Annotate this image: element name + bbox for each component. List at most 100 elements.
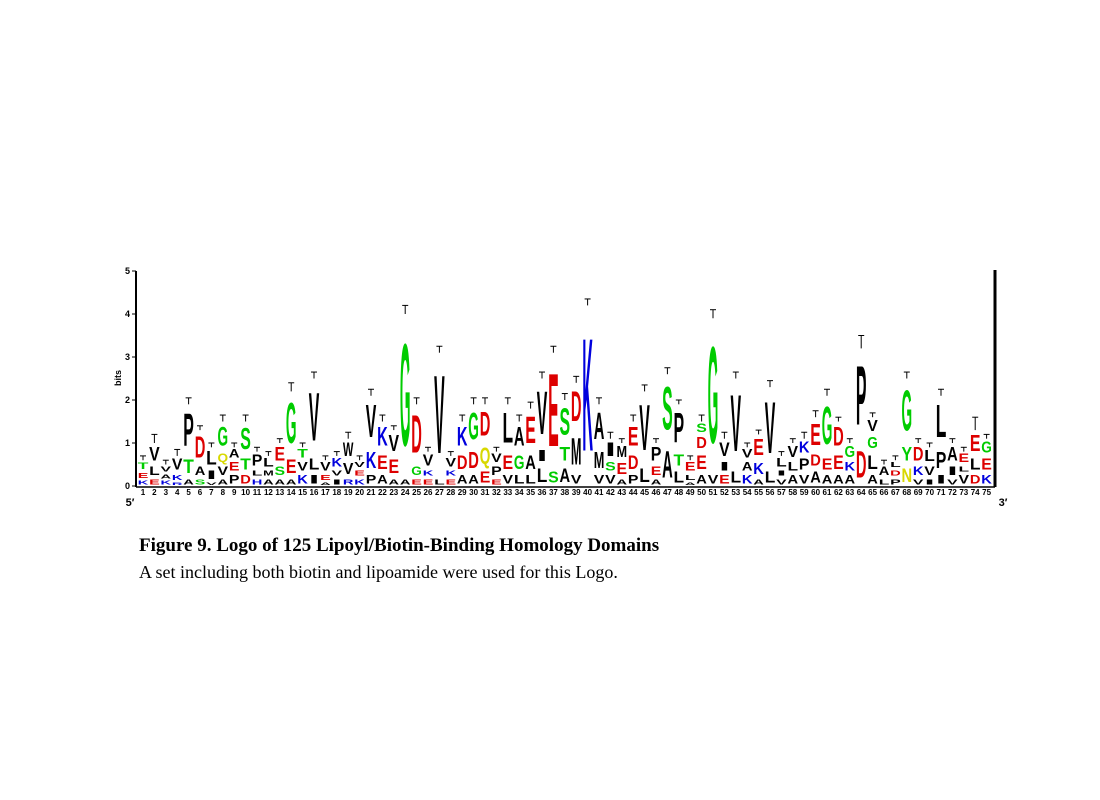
- x-tick-label: 73: [959, 488, 968, 497]
- x-tick-label: 64: [857, 488, 866, 497]
- x-tick-label: 19: [344, 488, 353, 497]
- x-tick-label: 5: [186, 488, 191, 497]
- logo-letter: A: [617, 478, 628, 487]
- x-tick-label: 71: [937, 488, 946, 497]
- logo-letter: K: [799, 439, 810, 456]
- logo-letter: P: [651, 443, 662, 465]
- logo-letter: V: [947, 478, 958, 487]
- logo-letter: L: [674, 469, 685, 486]
- logo-letter: V: [594, 473, 605, 486]
- logo-letter: V: [788, 444, 799, 461]
- caption-text: A set including both biotin and lipoamid…: [139, 562, 618, 582]
- logo-letter: V: [423, 453, 434, 470]
- logo-letter: E: [229, 460, 240, 473]
- logo-letter: L: [503, 404, 514, 451]
- logo-letter: S: [275, 464, 286, 477]
- logo-letter: W: [343, 440, 354, 461]
- logo-letter: E: [138, 471, 149, 480]
- logo-letter: E: [377, 451, 388, 473]
- logo-letter: V: [924, 464, 935, 477]
- x-tick-label: 9: [232, 488, 237, 497]
- logo-letter: P: [890, 478, 901, 487]
- x-tick-label: 37: [549, 488, 558, 497]
- logo-letter: K: [981, 473, 992, 486]
- logo-letter: P: [674, 404, 685, 452]
- logo-letter: A: [468, 473, 479, 486]
- logo-letter: V: [765, 388, 776, 470]
- logo-letter: A: [183, 478, 194, 487]
- x-tick-label: 30: [469, 488, 478, 497]
- x-tick-label: 2: [152, 488, 157, 497]
- x-tick-label: 50: [697, 488, 706, 497]
- right-end-label: 3′: [999, 497, 1008, 509]
- logo-letter: V: [309, 379, 320, 456]
- logo-letter: T: [674, 452, 685, 469]
- x-tick-label: 22: [378, 488, 387, 497]
- logo-letter: M: [263, 469, 274, 478]
- x-tick-label: 14: [287, 488, 296, 497]
- logo-letter: V: [366, 397, 377, 448]
- logo-letter: K: [457, 421, 468, 452]
- logo-letter: S: [195, 478, 206, 487]
- logo-letter: A: [594, 406, 605, 448]
- logo-letter: L: [639, 464, 650, 486]
- logo-letter: E: [810, 418, 821, 452]
- logo-letter: E: [548, 352, 559, 468]
- y-tick-label: 0: [125, 481, 130, 491]
- logo-letter: L: [537, 464, 548, 486]
- logo-letter: E: [480, 470, 491, 487]
- logo-letter: G: [411, 465, 422, 478]
- logo-letter: A: [742, 460, 753, 473]
- logo-letter: V: [206, 482, 217, 486]
- logo-letter: V: [708, 473, 719, 486]
- logo-letter: E: [970, 431, 981, 457]
- logo-letter: R: [172, 482, 183, 486]
- logo-letter: P: [229, 473, 240, 486]
- logo-letter: G: [468, 406, 479, 449]
- left-end-label: 5′: [126, 497, 135, 509]
- x-tick-label: 8: [221, 488, 226, 497]
- logo-letter: V: [389, 431, 400, 457]
- x-tick-label: 57: [777, 488, 786, 497]
- logo-letter: L: [525, 474, 536, 487]
- logo-letter: K: [913, 464, 924, 477]
- x-tick-label: 45: [640, 488, 649, 497]
- logo-letter: E: [628, 421, 639, 451]
- x-tick-label: 38: [560, 488, 569, 497]
- logo-letter: L: [959, 465, 970, 474]
- logo-letter: A: [822, 473, 833, 486]
- logo-letter: A: [161, 474, 172, 480]
- x-tick-label: 16: [310, 488, 319, 497]
- logo-letter: L: [924, 448, 935, 465]
- logo-letter: M: [617, 443, 628, 460]
- logo-letter: L: [685, 473, 696, 482]
- logo-letter: D: [696, 435, 707, 452]
- logo-letter: K: [332, 456, 343, 469]
- logo-letter: I: [206, 469, 217, 482]
- logo-letter: K: [377, 421, 388, 452]
- x-tick-label: 40: [583, 488, 592, 497]
- x-tick-label: 69: [914, 488, 923, 497]
- logo-letter: E: [981, 457, 992, 474]
- logo-letter: S: [240, 423, 251, 457]
- x-tick-label: 15: [298, 488, 307, 497]
- x-tick-label: 25: [412, 488, 421, 497]
- logo-letter: E: [149, 478, 160, 487]
- logo-letter: E: [354, 469, 365, 478]
- logo-letter: V: [959, 473, 970, 486]
- logo-letter: V: [503, 473, 514, 486]
- logo-letter: G: [708, 317, 719, 472]
- logo-letter: L: [731, 469, 742, 486]
- x-tick-label: 68: [902, 488, 911, 497]
- logo-letter: V: [537, 378, 548, 448]
- x-tick-label: 75: [982, 488, 991, 497]
- logo-letter: A: [696, 473, 707, 486]
- logo-letter: D: [890, 469, 901, 478]
- logo-letter: K: [753, 461, 764, 478]
- logo-letter: I: [537, 448, 548, 465]
- logo-letter: V: [491, 451, 502, 464]
- x-tick-label: 51: [709, 488, 718, 497]
- logo-letter: S: [696, 421, 707, 434]
- logo-letter: I: [936, 473, 947, 486]
